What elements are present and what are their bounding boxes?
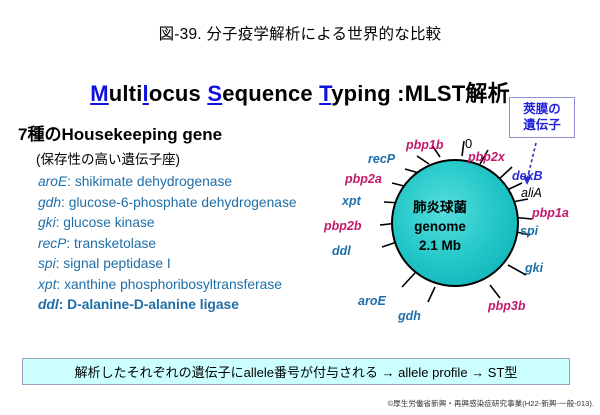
- locus-label-gdh: gdh: [398, 309, 421, 323]
- origin-marker-label: 0: [465, 136, 473, 151]
- locus-label-pbp2x: pbp2x: [468, 150, 505, 164]
- gene-description: : glucose-6-phosphate dehydrogenase: [61, 194, 297, 210]
- title-segment: T: [319, 81, 332, 106]
- gene-list-item: xpt: xanthine phosphoribosyltransferase: [38, 275, 297, 296]
- gene-name: recP: [38, 235, 67, 251]
- locus-label-dexB: dexB: [512, 169, 543, 183]
- genome-diagram: 肺炎球菌 genome 2.1 Mb 0 pbp1b recP pbp2a xpt pb…: [324, 95, 600, 345]
- callout-line-1: 莢膜の: [523, 102, 561, 116]
- locus-label-ddl: ddl: [332, 244, 351, 258]
- title-segment: equence: [222, 81, 320, 106]
- gene-list-item: recP: transketolase: [38, 234, 297, 255]
- locus-label-spi: spi: [520, 224, 539, 238]
- genome-size: 2.1 Mb: [418, 238, 461, 253]
- gene-list: aroE: shikimate dehydrogenase gdh: glucos…: [38, 172, 297, 316]
- gene-name: ddl: [38, 297, 59, 312]
- gene-name: gdh: [38, 194, 62, 210]
- locus-label-pbp2a: pbp2a: [345, 172, 382, 186]
- conclusion-banner-text: 解析したそれぞれの遺伝子にallele番号が付与される → allele pro…: [74, 365, 518, 380]
- gene-list-item: ddl: D-alanine-D-alanine ligase: [38, 295, 297, 316]
- locus-label-aliA: aliA: [521, 186, 542, 200]
- gene-description: : glucose kinase: [55, 215, 155, 230]
- title-segment: S: [207, 81, 223, 106]
- title-segment: yping :MLST解析: [331, 81, 510, 106]
- housekeeping-heading: 7種のHousekeeping gene: [18, 125, 223, 144]
- locus-label-pbp3b: pbp3b: [488, 299, 526, 313]
- title-segment: ocus: [148, 81, 208, 106]
- title-segment: l: [142, 81, 149, 106]
- genome-center-text: 肺炎球菌 genome 2.1 Mb: [380, 198, 500, 255]
- conclusion-banner: 解析したそれぞれの遺伝子にallele番号が付与される → allele pro…: [22, 358, 570, 385]
- locus-label-aroE: aroE: [358, 294, 386, 308]
- locus-label-pbp2b: pbp2b: [324, 219, 362, 233]
- gene-description: : signal peptidase I: [55, 256, 171, 271]
- capsule-gene-callout: 莢膜の 遺伝子: [509, 97, 575, 138]
- housekeeping-subheading: (保存性の高い遺伝子座): [36, 152, 180, 167]
- locus-label-pbp1a: pbp1a: [532, 206, 569, 220]
- locus-label-pbp1b: pbp1b: [406, 138, 444, 152]
- genome-species: 肺炎球菌: [413, 200, 467, 215]
- page-title: Multilocus Sequence Typing :MLST解析: [0, 76, 600, 108]
- title-segment: M: [90, 81, 109, 106]
- gene-list-item: gdh: glucose-6-phosphate dehydrogenase: [38, 193, 297, 214]
- gene-description: : D-alanine-D-alanine ligase: [58, 297, 239, 312]
- gene-description: : shikimate dehydrogenase: [67, 174, 233, 189]
- genome-circle: [391, 159, 519, 287]
- gene-list-item: gki: glucose kinase: [38, 213, 297, 234]
- locus-label-xpt: xpt: [342, 194, 361, 208]
- gene-name: xpt: [38, 276, 57, 292]
- gene-list-item: spi: signal peptidase I: [38, 254, 297, 275]
- gene-name: aroE: [38, 174, 68, 189]
- copyright-notice: ©厚生労働省新興・再興感染症研究事業(H22-新興-一般-013).: [387, 399, 594, 408]
- locus-label-gki: gki: [525, 261, 544, 275]
- title-segment: ulti: [108, 81, 143, 106]
- genome-circle-svg: [379, 140, 533, 303]
- figure-caption: 図-39. 分子疫学解析による世界的な比較: [158, 26, 442, 43]
- gene-list-item: aroE: shikimate dehydrogenase: [38, 172, 297, 193]
- gene-description: : transketolase: [66, 235, 157, 251]
- callout-line-2: 遺伝子: [523, 118, 561, 132]
- gene-name: spi: [38, 256, 56, 271]
- genome-word: genome: [414, 219, 466, 234]
- locus-label-recP: recP: [368, 152, 396, 166]
- gene-name: gki: [38, 215, 56, 230]
- gene-description: : xanthine phosphoribosyltransferase: [56, 276, 282, 292]
